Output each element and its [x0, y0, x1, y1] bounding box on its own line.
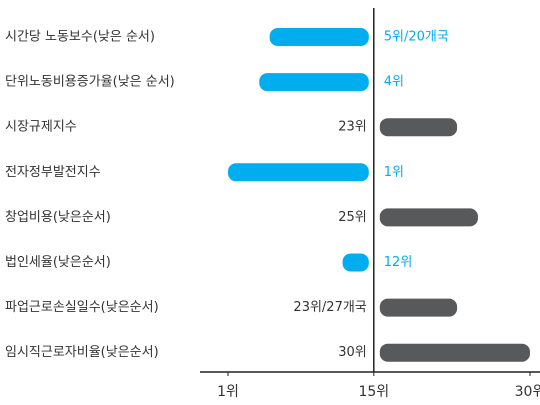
value-label: 5위/20개국	[384, 30, 449, 45]
bar	[379, 118, 458, 137]
bar	[379, 298, 458, 317]
bar	[259, 73, 369, 92]
value-label: 12위	[384, 255, 413, 270]
value-label: 4위	[384, 75, 404, 90]
value-label: 25위	[338, 210, 367, 225]
bar	[269, 28, 369, 46]
category-label: 법인세율(낮은순서)	[5, 255, 111, 270]
category-label: 임시직근로자비율(낮은순서)	[5, 345, 159, 360]
x-tick-label: 15위	[358, 384, 389, 400]
category-label: 단위노동비용증가율(낮은 순서)	[5, 75, 175, 90]
value-label: 23위	[338, 120, 367, 135]
category-label: 파업근로손실일수(낮은순서)	[5, 300, 159, 315]
bar	[228, 163, 369, 182]
category-label: 전자정부발전지수	[5, 165, 101, 180]
value-label: 23위/27개국	[293, 300, 366, 315]
x-tick-label: 1위	[217, 384, 239, 400]
category-label: 창업비용(낮은순서)	[5, 210, 111, 225]
value-label: 1위	[384, 165, 404, 180]
value-label: 30위	[338, 345, 367, 360]
bar	[379, 208, 478, 227]
x-tick-label: 30위	[515, 384, 540, 400]
bar	[379, 343, 530, 362]
category-label: 시간당 노동보수(낮은 순서)	[5, 30, 155, 45]
bar	[342, 253, 369, 272]
category-label: 시장규제지수	[5, 120, 77, 135]
